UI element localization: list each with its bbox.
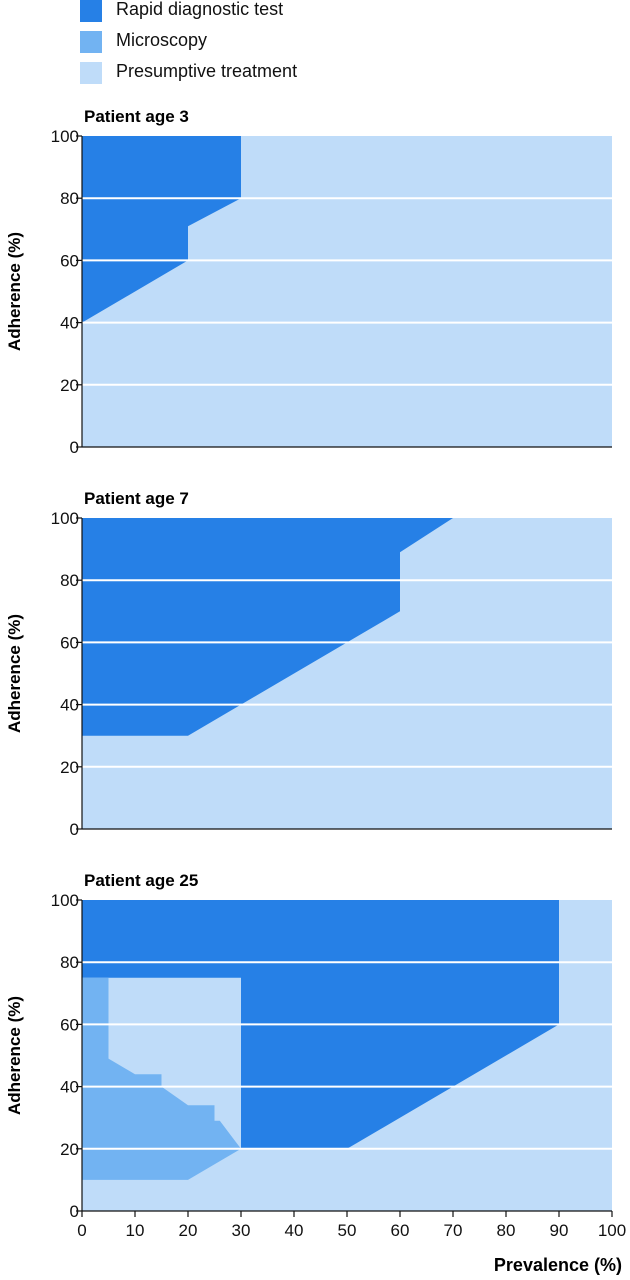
y-tick-label: 20 <box>60 376 79 395</box>
x-tick-label: 40 <box>285 1221 304 1240</box>
panel-title: Patient age 25 <box>84 871 198 890</box>
x-tick-label: 100 <box>598 1221 626 1240</box>
legend-label-microscopy: Microscopy <box>116 30 208 50</box>
x-tick-label: 80 <box>497 1221 516 1240</box>
legend-label-rdt: Rapid diagnostic test <box>116 0 284 19</box>
region-rdt <box>82 136 241 323</box>
y-tick-label: 40 <box>60 696 79 715</box>
y-tick-label: 60 <box>60 633 79 652</box>
y-tick-label: 40 <box>60 314 79 333</box>
y-tick-label: 0 <box>70 438 79 457</box>
legend-swatch-rdt <box>80 0 102 22</box>
y-tick-label: 60 <box>60 251 79 270</box>
y-axis-label: Adherence (%) <box>5 614 24 733</box>
y-tick-label: 20 <box>60 758 79 777</box>
x-tick-label: 70 <box>444 1221 463 1240</box>
y-tick-label: 80 <box>60 189 79 208</box>
x-tick-label: 0 <box>77 1221 86 1240</box>
panel-1: Patient age 3 0 20 40 60 80 100 Adherence (%) <box>5 107 612 457</box>
region-rdt <box>82 518 453 736</box>
y-tick-label: 60 <box>60 1015 79 1034</box>
region-microscopy <box>82 977 241 1180</box>
legend-swatch-presumptive <box>80 62 102 84</box>
y-tick-label: 0 <box>70 820 79 839</box>
x-tick-label: 10 <box>126 1221 145 1240</box>
x-tick-label: 60 <box>391 1221 410 1240</box>
region-presumptive <box>82 136 612 447</box>
x-tick-label: 30 <box>232 1221 251 1240</box>
panel-3: Patient age 25 0 20 40 60 80 100 0 10 20 30 40 50 60 7… <box>5 871 626 1275</box>
y-tick-label: 0 <box>70 1202 79 1221</box>
y-tick-label: 80 <box>60 953 79 972</box>
y-tick-label: 100 <box>51 891 79 910</box>
x-tick-label: 50 <box>338 1221 357 1240</box>
panel-title: Patient age 7 <box>84 489 189 508</box>
y-tick-label: 80 <box>60 571 79 590</box>
x-axis-label: Prevalence (%) <box>494 1255 622 1275</box>
y-tick-label: 100 <box>51 127 79 146</box>
y-tick-label: 20 <box>60 1140 79 1159</box>
x-tick-label: 90 <box>550 1221 569 1240</box>
y-tick-label: 40 <box>60 1078 79 1097</box>
legend-swatch-microscopy <box>80 31 102 53</box>
legend-label-presumptive: Presumptive treatment <box>116 61 298 81</box>
y-tick-label: 100 <box>51 509 79 528</box>
panel-title: Patient age 3 <box>84 107 189 126</box>
x-tick-label: 20 <box>179 1221 198 1240</box>
y-axis-label: Adherence (%) <box>5 996 24 1115</box>
y-axis-label: Adherence (%) <box>5 232 24 351</box>
panel-2: Patient age 7 0 20 40 60 80 100 Adherence (%) <box>5 489 612 839</box>
